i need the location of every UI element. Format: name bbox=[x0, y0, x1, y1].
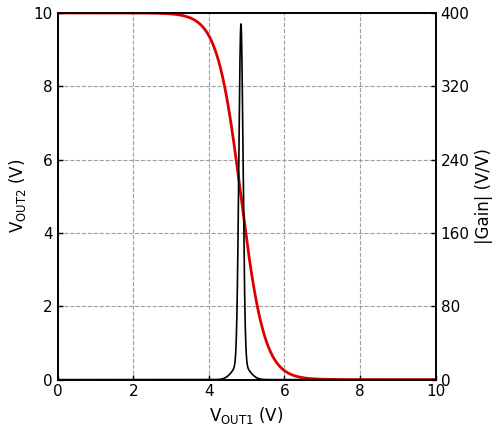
X-axis label: V$_\mathrm{OUT1}$ (V): V$_\mathrm{OUT1}$ (V) bbox=[210, 405, 284, 426]
Y-axis label: |Gain| (V/V): |Gain| (V/V) bbox=[475, 149, 493, 244]
Y-axis label: V$_\mathrm{OUT2}$ (V): V$_\mathrm{OUT2}$ (V) bbox=[7, 159, 28, 233]
